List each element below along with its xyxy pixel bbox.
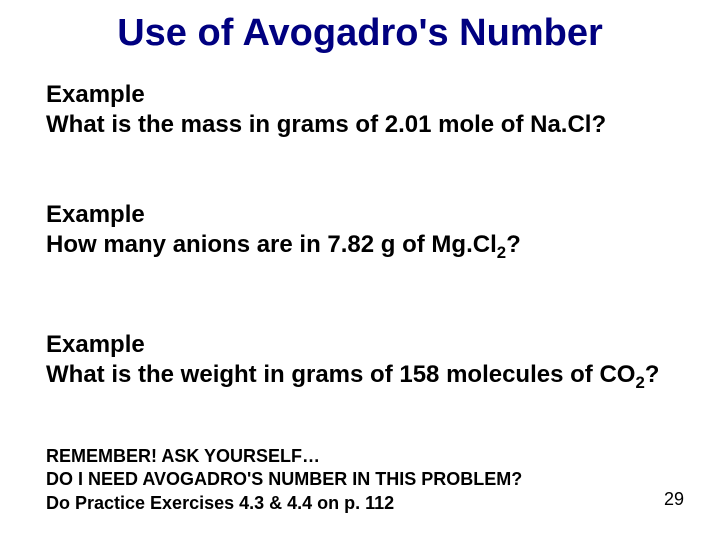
example-3-text: What is the weight in grams of 158 molec… bbox=[46, 360, 686, 390]
example-3-co: CO bbox=[599, 361, 635, 388]
slide-title: Use of Avogadro's Number bbox=[0, 12, 720, 55]
example-3-line1: What is the weight in grams of 158 molec… bbox=[46, 361, 593, 388]
footer-line-3: Do Practice Exercises 4.3 & 4.4 on p. 11… bbox=[46, 492, 686, 515]
example-1-label: Example bbox=[46, 80, 686, 110]
example-3: Example What is the weight in grams of 1… bbox=[46, 330, 686, 390]
example-2-suffix: ? bbox=[506, 231, 521, 258]
example-3-label: Example bbox=[46, 330, 686, 360]
page-number: 29 bbox=[664, 489, 684, 510]
example-2-text: How many anions are in 7.82 g of Mg.Cl2? bbox=[46, 230, 686, 260]
example-2-label: Example bbox=[46, 200, 686, 230]
example-1-text: What is the mass in grams of 2.01 mole o… bbox=[46, 110, 686, 140]
example-3-sub: 2 bbox=[635, 373, 644, 392]
example-1: Example What is the mass in grams of 2.0… bbox=[46, 80, 686, 140]
example-2-sub: 2 bbox=[497, 243, 506, 262]
footer-block: REMEMBER! ASK YOURSELF… DO I NEED AVOGAD… bbox=[46, 445, 686, 515]
footer-line-2: DO I NEED AVOGADRO'S NUMBER IN THIS PROB… bbox=[46, 468, 686, 491]
footer-line-1: REMEMBER! ASK YOURSELF… bbox=[46, 445, 686, 468]
example-2-prefix: How many anions are in 7.82 g of Mg.Cl bbox=[46, 231, 497, 258]
example-3-suffix: ? bbox=[645, 361, 660, 388]
example-2: Example How many anions are in 7.82 g of… bbox=[46, 200, 686, 260]
slide: Use of Avogadro's Number Example What is… bbox=[0, 0, 720, 540]
